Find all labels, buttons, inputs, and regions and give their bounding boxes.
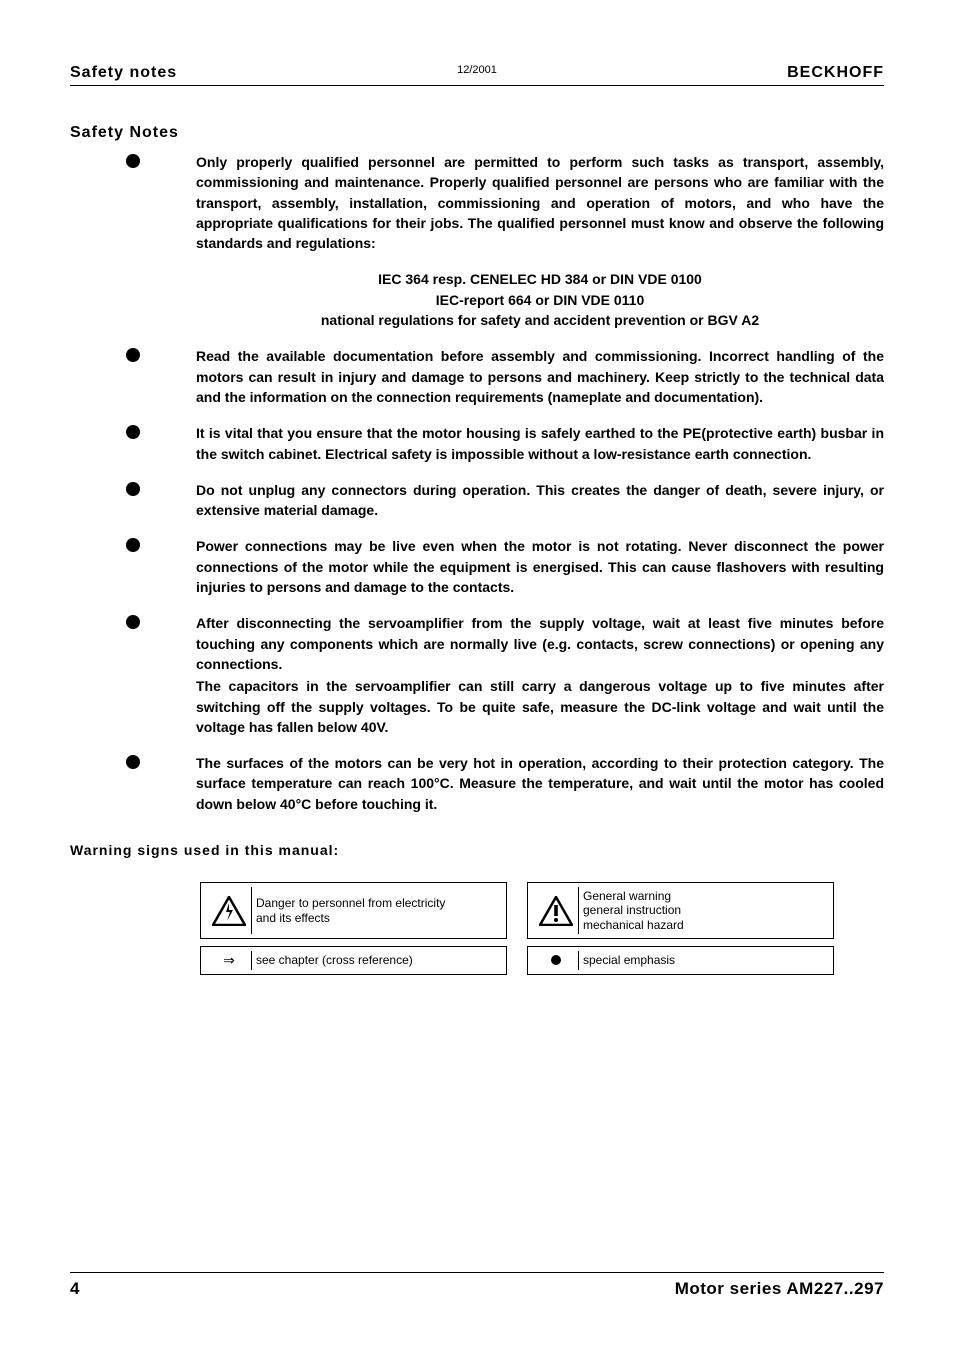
section-heading: Safety Notes bbox=[70, 124, 884, 142]
symbol-text: General warning general instruction mech… bbox=[578, 887, 684, 934]
symbol-row: ⇒ see chapter (cross reference) special … bbox=[200, 946, 834, 974]
bullet-icon bbox=[126, 348, 140, 362]
footer-title: Motor series AM227..297 bbox=[675, 1279, 884, 1299]
bullet-extra-text: The capacitors in the servoamplifier can… bbox=[196, 676, 884, 737]
bullet-item: Do not unplug any connectors during oper… bbox=[70, 480, 884, 521]
symbol-text: Danger to personnel from electricity and… bbox=[251, 887, 445, 934]
bullet-icon bbox=[126, 482, 140, 496]
symbol-cell-warning: General warning general instruction mech… bbox=[527, 882, 834, 939]
page-header: Safety notes 12/2001 BECKHOFF bbox=[70, 64, 884, 86]
bullet-item: After disconnecting the servoamplifier f… bbox=[70, 613, 884, 674]
bullet-text: After disconnecting the servoamplifier f… bbox=[196, 613, 884, 674]
page-number: 4 bbox=[70, 1279, 79, 1299]
page-footer: 4 Motor series AM227..297 bbox=[70, 1272, 884, 1299]
standard-line: IEC-report 664 or DIN VDE 0110 bbox=[196, 290, 884, 310]
symbol-text: see chapter (cross reference) bbox=[251, 951, 413, 969]
symbol-cell-emphasis: special emphasis bbox=[527, 946, 834, 974]
electric-hazard-icon bbox=[207, 896, 251, 926]
symbol-row: Danger to personnel from electricity and… bbox=[200, 882, 834, 939]
standard-line: IEC 364 resp. CENELEC HD 384 or DIN VDE … bbox=[196, 269, 884, 289]
bullet-text: The surfaces of the motors can be very h… bbox=[196, 753, 884, 814]
symbol-cell-crossref: ⇒ see chapter (cross reference) bbox=[200, 946, 507, 974]
bullet-text: Power connections may be live even when … bbox=[196, 536, 884, 597]
standard-line: national regulations for safety and acci… bbox=[196, 310, 884, 330]
general-warning-icon bbox=[534, 896, 578, 926]
bullet-item: The surfaces of the motors can be very h… bbox=[70, 753, 884, 814]
bullet-item: Only properly qualified personnel are pe… bbox=[70, 152, 884, 253]
bullet-icon bbox=[126, 425, 140, 439]
header-date: 12/2001 bbox=[457, 64, 497, 76]
bullet-icon bbox=[126, 538, 140, 552]
bullet-item: Read the available documentation before … bbox=[70, 346, 884, 407]
arrow-icon: ⇒ bbox=[207, 952, 251, 969]
bullet-text: Only properly qualified personnel are pe… bbox=[196, 152, 884, 253]
bullet-icon bbox=[126, 615, 140, 629]
symbol-table: Danger to personnel from electricity and… bbox=[200, 882, 834, 975]
bullet-text: It is vital that you ensure that the mot… bbox=[196, 423, 884, 464]
warning-signs-heading: Warning signs used in this manual: bbox=[70, 842, 884, 858]
bullet-item: Power connections may be live even when … bbox=[70, 536, 884, 597]
bullet-text: Read the available documentation before … bbox=[196, 346, 884, 407]
bullet-text: Do not unplug any connectors during oper… bbox=[196, 480, 884, 521]
bullet-icon bbox=[126, 755, 140, 769]
standards-block: IEC 364 resp. CENELEC HD 384 or DIN VDE … bbox=[196, 269, 884, 330]
dot-icon bbox=[534, 955, 578, 965]
bullet-icon bbox=[126, 154, 140, 168]
header-brand: BECKHOFF bbox=[787, 64, 884, 82]
header-section-name: Safety notes bbox=[70, 64, 177, 82]
bullet-item: It is vital that you ensure that the mot… bbox=[70, 423, 884, 464]
symbol-cell-electric: Danger to personnel from electricity and… bbox=[200, 882, 507, 939]
symbol-text: special emphasis bbox=[578, 951, 675, 969]
